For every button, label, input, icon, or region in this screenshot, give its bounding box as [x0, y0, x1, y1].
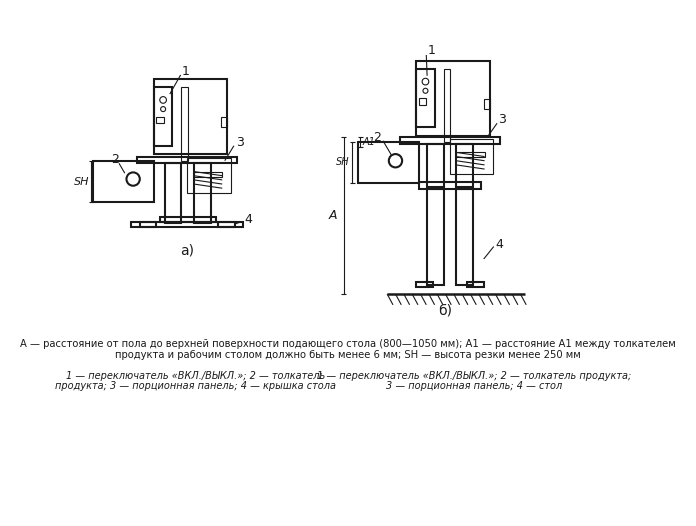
Bar	[427, 144, 444, 187]
Bar	[416, 61, 489, 136]
Bar	[444, 69, 450, 143]
Bar	[182, 87, 188, 161]
Text: SH: SH	[336, 157, 350, 167]
Bar	[137, 157, 237, 163]
Bar	[93, 161, 154, 203]
Text: продукта; 3 — порционная панель; 4 — крышка стола: продукта; 3 — порционная панель; 4 — кры…	[55, 381, 336, 391]
Bar	[160, 217, 216, 222]
Bar	[416, 69, 434, 127]
Bar	[416, 282, 433, 287]
Text: 3: 3	[236, 136, 244, 149]
Bar	[450, 139, 493, 174]
Bar	[400, 137, 500, 144]
Text: SH: SH	[74, 177, 89, 187]
Text: а): а)	[180, 244, 194, 258]
Text: A1: A1	[363, 137, 375, 147]
Bar	[140, 222, 157, 227]
Text: A: A	[329, 209, 338, 222]
Text: 1: 1	[427, 44, 435, 57]
Bar	[154, 79, 227, 154]
Text: 2: 2	[373, 131, 381, 144]
Bar	[467, 282, 484, 287]
Text: 3 — порционная панель; 4 — стол: 3 — порционная панель; 4 — стол	[386, 381, 562, 391]
Bar	[157, 117, 164, 123]
Text: А — расстояние от пола до верхней поверхности подающего стола (800—1050 мм); А1 : А — расстояние от пола до верхней поверх…	[20, 339, 676, 349]
Bar	[165, 163, 182, 223]
Bar	[132, 221, 243, 227]
Text: 4: 4	[496, 238, 503, 250]
Bar	[457, 189, 473, 285]
Bar	[427, 189, 444, 285]
Text: б): б)	[438, 304, 452, 318]
Bar	[419, 98, 426, 105]
Bar	[457, 144, 473, 187]
Bar	[218, 222, 235, 227]
Bar	[358, 141, 419, 183]
Text: 1 — переключатель «ВКЛ./ВЫКЛ.»; 2 — толкатель: 1 — переключатель «ВКЛ./ВЫКЛ.»; 2 — толк…	[66, 371, 325, 381]
Bar	[187, 158, 230, 193]
Bar	[484, 99, 489, 109]
Text: 3: 3	[498, 113, 506, 126]
Bar	[194, 171, 222, 177]
Bar	[457, 153, 484, 157]
Text: 1: 1	[182, 65, 189, 78]
Text: 1 — переключатель «ВКЛ./ВЫКЛ.»; 2 — толкатель продукта;: 1 — переключатель «ВКЛ./ВЫКЛ.»; 2 — толк…	[317, 371, 632, 381]
Text: продукта и рабочим столом должно быть менее 6 мм; SH — высота резки менее 250 мм: продукта и рабочим столом должно быть ме…	[115, 350, 581, 360]
Bar	[194, 163, 211, 223]
Bar	[419, 183, 481, 189]
Text: 4: 4	[244, 213, 252, 226]
Text: 2: 2	[111, 153, 119, 166]
Bar	[154, 87, 173, 146]
Bar	[221, 117, 227, 127]
